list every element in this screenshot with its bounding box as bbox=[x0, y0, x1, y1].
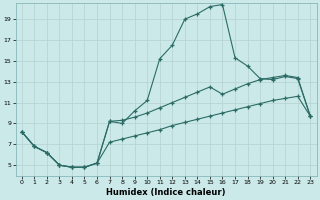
X-axis label: Humidex (Indice chaleur): Humidex (Indice chaleur) bbox=[106, 188, 226, 197]
